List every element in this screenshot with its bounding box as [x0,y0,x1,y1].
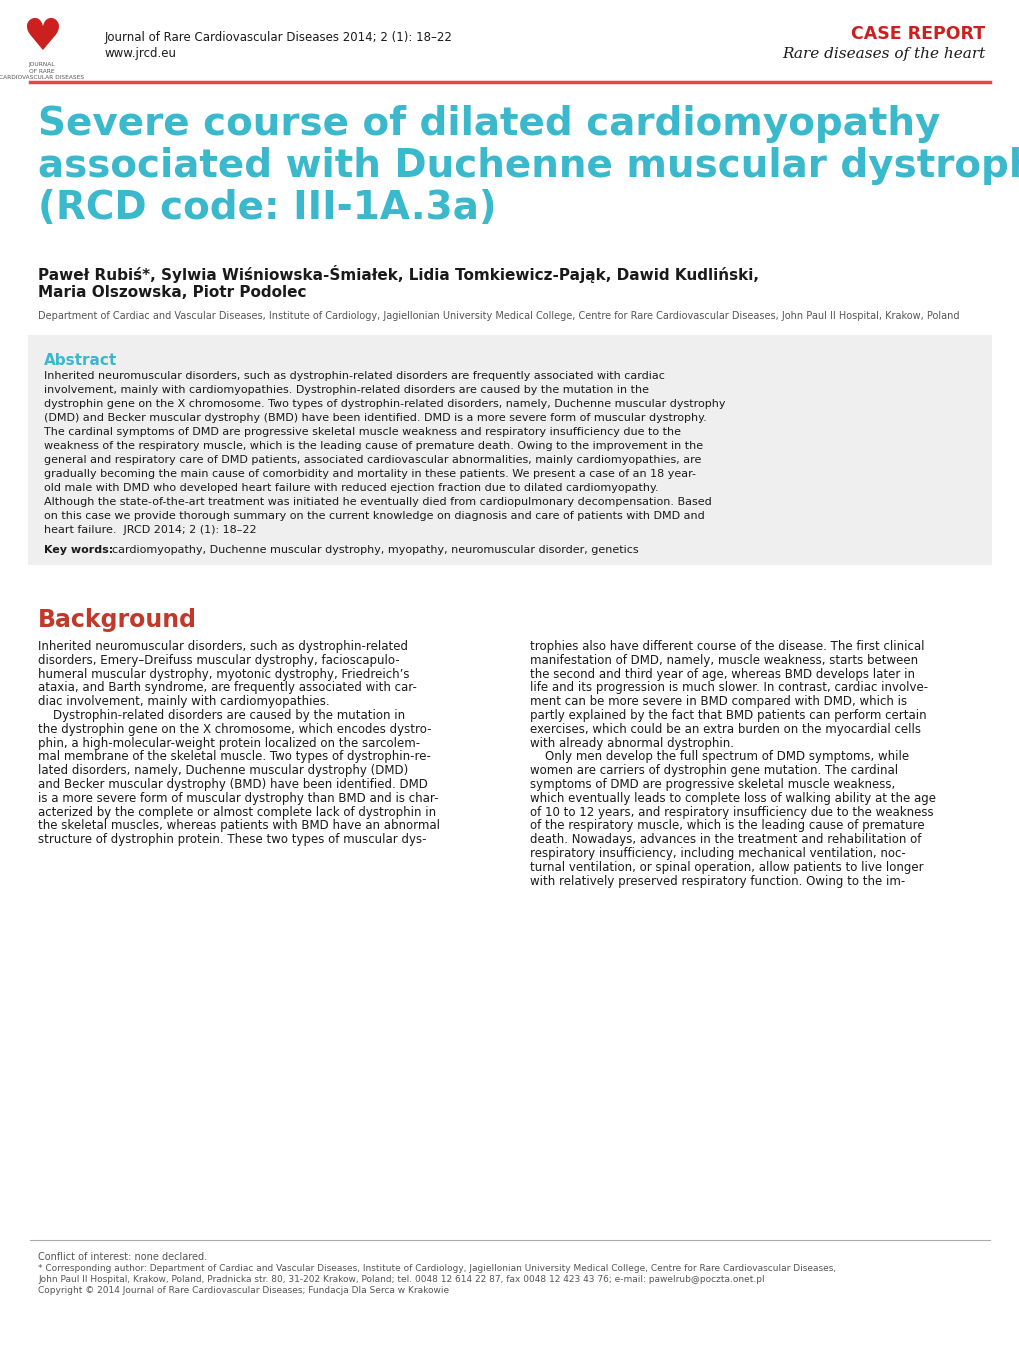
Text: Only men develop the full spectrum of DMD symptoms, while: Only men develop the full spectrum of DM… [530,750,908,764]
Text: which eventually leads to complete loss of walking ability at the age: which eventually leads to complete loss … [530,792,935,805]
Text: the dystrophin gene on the X chromosome, which encodes dystro-: the dystrophin gene on the X chromosome,… [38,723,431,735]
Text: CASE REPORT: CASE REPORT [850,24,984,43]
Text: ♥: ♥ [22,16,62,60]
Text: Inherited neuromuscular disorders, such as dystrophin-related disorders are freq: Inherited neuromuscular disorders, such … [44,371,725,535]
Text: symptoms of DMD are progressive skeletal muscle weakness,: symptoms of DMD are progressive skeletal… [530,777,895,791]
Text: with already abnormal dystrophin.: with already abnormal dystrophin. [530,737,734,750]
Text: women are carriers of dystrophin gene mutation. The cardinal: women are carriers of dystrophin gene mu… [530,764,898,777]
Text: John Paul II Hospital, Krakow, Poland, Pradnicka str. 80, 31-202 Krakow, Poland;: John Paul II Hospital, Krakow, Poland, P… [38,1275,764,1284]
Text: manifestation of DMD, namely, muscle weakness, starts between: manifestation of DMD, namely, muscle wea… [530,654,917,667]
Text: associated with Duchenne muscular dystrophy: associated with Duchenne muscular dystro… [38,147,1019,185]
Text: Inherited neuromuscular disorders, such as dystrophin-related: Inherited neuromuscular disorders, such … [38,640,408,654]
Text: Severe course of dilated cardiomyopathy: Severe course of dilated cardiomyopathy [38,105,940,143]
Text: death. Nowadays, advances in the treatment and rehabilitation of: death. Nowadays, advances in the treatme… [530,833,920,847]
Text: phin, a high-molecular-weight protein localized on the sarcolem-: phin, a high-molecular-weight protein lo… [38,737,420,750]
Text: the skeletal muscles, whereas patients with BMD have an abnormal: the skeletal muscles, whereas patients w… [38,819,439,833]
Text: of 10 to 12 years, and respiratory insufficiency due to the weakness: of 10 to 12 years, and respiratory insuf… [530,806,932,818]
Text: Conflict of interest: none declared.: Conflict of interest: none declared. [38,1252,207,1263]
Text: humeral muscular dystrophy, myotonic dystrophy, Friedreich’s: humeral muscular dystrophy, myotonic dys… [38,667,409,681]
Text: lated disorders, namely, Duchenne muscular dystrophy (DMD): lated disorders, namely, Duchenne muscul… [38,764,408,777]
Text: Maria Olszowska, Piotr Podolec: Maria Olszowska, Piotr Podolec [38,285,306,300]
Text: respiratory insufficiency, including mechanical ventilation, noc-: respiratory insufficiency, including mec… [530,847,905,860]
Text: trophies also have different course of the disease. The first clinical: trophies also have different course of t… [530,640,923,654]
Text: the second and third year of age, whereas BMD develops later in: the second and third year of age, wherea… [530,667,914,681]
Text: (RCD code: III-1A.3a): (RCD code: III-1A.3a) [38,189,496,227]
Bar [28,336,991,565]
Text: JOURNAL
OF RARE
CARDIOVASCULAR DISEASES: JOURNAL OF RARE CARDIOVASCULAR DISEASES [0,63,85,80]
Text: Background: Background [38,607,197,632]
Text: exercises, which could be an extra burden on the myocardial cells: exercises, which could be an extra burde… [530,723,920,735]
Text: www.jrcd.eu: www.jrcd.eu [105,48,177,61]
Text: mal membrane of the skeletal muscle. Two types of dystrophin-re-: mal membrane of the skeletal muscle. Two… [38,750,430,764]
Text: life and its progression is much slower. In contrast, cardiac involve-: life and its progression is much slower.… [530,681,927,694]
Text: Dystrophin-related disorders are caused by the mutation in: Dystrophin-related disorders are caused … [38,709,405,722]
Text: ataxia, and Barth syndrome, are frequently associated with car-: ataxia, and Barth syndrome, are frequent… [38,681,417,694]
Text: of the respiratory muscle, which is the leading cause of premature: of the respiratory muscle, which is the … [530,819,923,833]
Text: Paweł Rubiś*, Sylwia Wiśniowska-Śmiałek, Lidia Tomkiewicz-Pająk, Dawid Kudliński: Paweł Rubiś*, Sylwia Wiśniowska-Śmiałek,… [38,265,758,283]
Text: ment can be more severe in BMD compared with DMD, which is: ment can be more severe in BMD compared … [530,696,906,708]
Text: and Becker muscular dystrophy (BMD) have been identified. DMD: and Becker muscular dystrophy (BMD) have… [38,777,427,791]
Text: Abstract: Abstract [44,353,117,368]
Text: structure of dystrophin protein. These two types of muscular dys-: structure of dystrophin protein. These t… [38,833,426,847]
Text: Copyright © 2014 Journal of Rare Cardiovascular Diseases; Fundacja Dla Serca w K: Copyright © 2014 Journal of Rare Cardiov… [38,1286,448,1295]
Text: * Corresponding author: Department of Cardiac and Vascular Diseases, Institute o: * Corresponding author: Department of Ca… [38,1264,836,1273]
Text: cardiomyopathy, Duchenne muscular dystrophy, myopathy, neuromuscular disorder, g: cardiomyopathy, Duchenne muscular dystro… [112,545,638,554]
Text: Key words:: Key words: [44,545,117,554]
Text: Rare diseases of the heart: Rare diseases of the heart [781,48,984,61]
Text: Department of Cardiac and Vascular Diseases, Institute of Cardiology, Jagielloni: Department of Cardiac and Vascular Disea… [38,311,959,321]
Text: Journal of Rare Cardiovascular Diseases 2014; 2 (1): 18–22: Journal of Rare Cardiovascular Diseases … [105,31,452,45]
Text: turnal ventilation, or spinal operation, allow patients to live longer: turnal ventilation, or spinal operation,… [530,860,923,874]
Text: disorders, Emery–Dreifuss muscular dystrophy, facioscapulo-: disorders, Emery–Dreifuss muscular dystr… [38,654,399,667]
Text: partly explained by the fact that BMD patients can perform certain: partly explained by the fact that BMD pa… [530,709,925,722]
Text: diac involvement, mainly with cardiomyopathies.: diac involvement, mainly with cardiomyop… [38,696,329,708]
Text: with relatively preserved respiratory function. Owing to the im-: with relatively preserved respiratory fu… [530,875,905,887]
Text: is a more severe form of muscular dystrophy than BMD and is char-: is a more severe form of muscular dystro… [38,792,438,805]
Text: acterized by the complete or almost complete lack of dystrophin in: acterized by the complete or almost comp… [38,806,436,818]
